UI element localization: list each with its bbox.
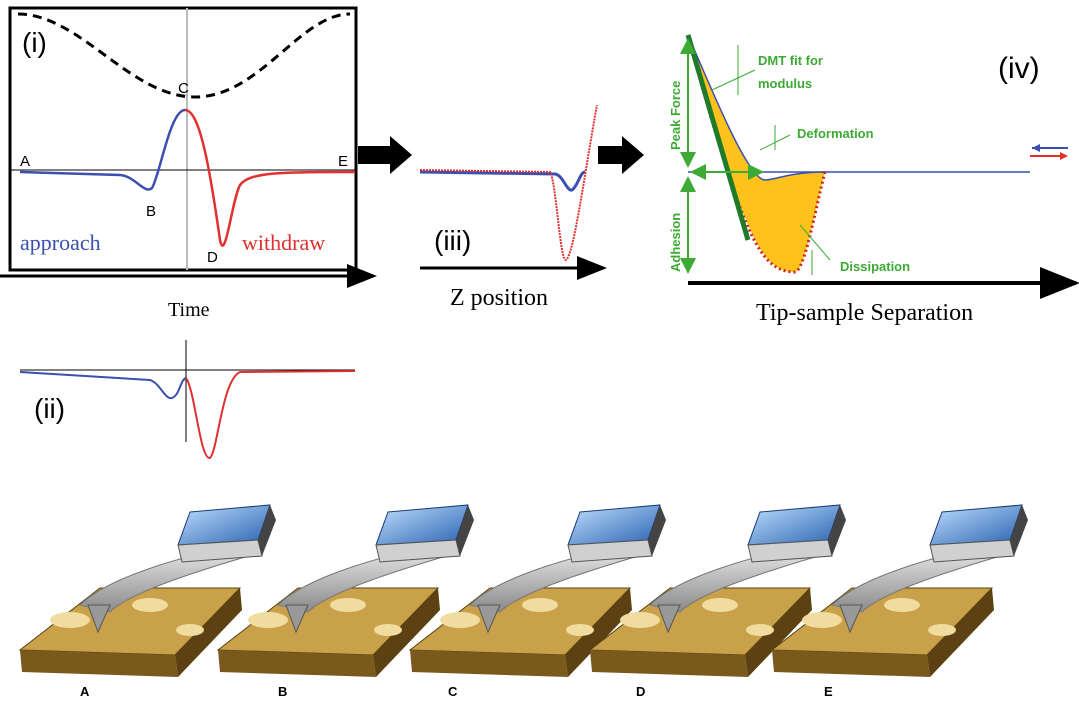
stage-label: B (278, 684, 287, 699)
point-label: B (146, 203, 156, 220)
dissipation-area (688, 35, 825, 272)
withdraw-curve (186, 371, 355, 458)
stage-label: D (636, 684, 645, 699)
axis-label: Z position (450, 285, 548, 311)
annotation: Dissipation (840, 259, 910, 274)
panel-label: (iv) (998, 52, 1040, 85)
annotation: Peak Force (668, 81, 683, 150)
point-label: C (178, 80, 189, 97)
approach-curve (20, 110, 185, 190)
point-label: E (338, 153, 348, 170)
point-label: D (207, 249, 218, 266)
panel-label: (ii) (34, 393, 65, 424)
panel-label: (i) (22, 27, 47, 58)
annotation: Adhesion (668, 213, 683, 272)
annotation: modulus (758, 76, 812, 91)
annotation: Deformation (797, 126, 874, 141)
approach-curve (420, 172, 585, 190)
arrow (598, 136, 644, 174)
figure: (i) C A E B D approach withdraw Time (ii… (0, 0, 1079, 713)
leader (712, 70, 755, 90)
stage-label: A (80, 684, 90, 699)
legend-arrow-head (1060, 152, 1068, 160)
stage-label: C (448, 684, 458, 699)
axis-label: Tip-sample Separation (756, 300, 973, 326)
panel-label: (iii) (434, 225, 471, 256)
dmt-fit (688, 35, 748, 240)
approach-label: approach (20, 230, 101, 255)
point-label: A (20, 153, 30, 170)
withdraw-curve (185, 110, 355, 246)
arrow (358, 136, 412, 174)
axis-label: Time (168, 299, 210, 321)
withdraw-label: withdraw (242, 230, 325, 255)
legend-arrow-head (1032, 144, 1040, 152)
stage-label: E (824, 684, 833, 699)
annotation: DMT fit for (758, 53, 823, 68)
